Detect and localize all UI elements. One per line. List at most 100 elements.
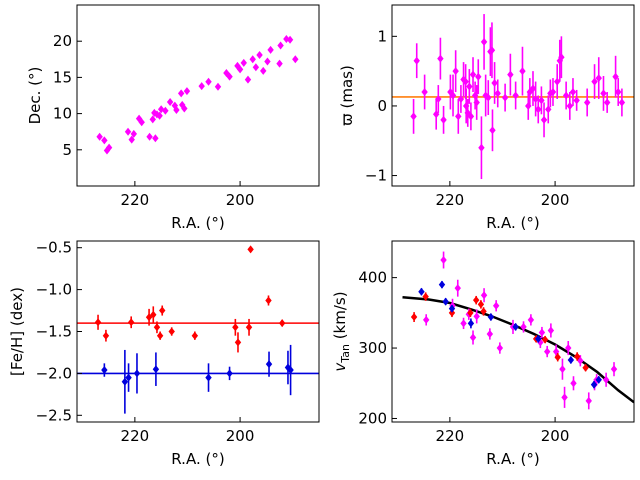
y-tick-label-2: 1 (377, 27, 387, 45)
data-point-blue-0 (418, 287, 425, 296)
data-point-blue-group-5 (205, 373, 212, 382)
data-point-parallax-6 (440, 115, 447, 124)
data-point-parallax-36 (526, 88, 534, 97)
data-point-blue-6 (512, 322, 519, 331)
data-point-parallax-25 (485, 93, 492, 102)
x-axis-label: R.A. (°) (171, 214, 224, 232)
data-point-stars-1 (101, 136, 108, 145)
data-point-parallax-29 (491, 78, 498, 87)
data-point-parallax-35 (525, 101, 532, 110)
data-point-blue-2 (442, 297, 449, 306)
data-point-stars-10 (149, 115, 156, 124)
panel-bottom-right: 220 200 200 300 400 R.A. (°) vTan (km/s) (331, 240, 635, 468)
data-point-blue-8 (567, 356, 575, 365)
data-point-stars-22 (181, 104, 188, 113)
panel-top-right: 220 200 −1 0 1 R.A. (°) ϖ (mas) (338, 4, 635, 232)
data-point-parallax-5 (437, 54, 444, 63)
axes-frame (76, 240, 320, 423)
data-point-parallax-8 (449, 91, 457, 100)
data-point-magenta-1 (440, 256, 447, 265)
x-axis-label: R.A. (°) (486, 214, 539, 232)
data-point-magenta-23 (570, 379, 577, 388)
data-point-parallax-39 (535, 105, 542, 114)
data-point-stars-34 (252, 63, 260, 72)
data-point-parallax-58 (615, 88, 622, 97)
data-point-magenta-25 (585, 396, 592, 405)
data-point-blue-1 (438, 280, 446, 289)
data-point-parallax-17 (467, 112, 475, 121)
y-tick-label-0: 5 (62, 141, 72, 159)
y-tick-label-0: −2.5 (36, 406, 72, 424)
data-point-red-group-4 (150, 310, 157, 319)
data-point-magenta-14 (527, 315, 535, 324)
data-point-stars-0 (96, 132, 103, 141)
x-tick-label-0: 220 (436, 427, 465, 445)
data-point-stars-17 (166, 98, 174, 107)
data-point-stars-24 (198, 82, 205, 91)
x-tick-label-0: 220 (121, 427, 150, 445)
data-point-parallax-1 (413, 56, 420, 65)
data-point-red-group-3 (145, 313, 153, 322)
data-point-parallax-47 (558, 53, 565, 62)
y-tick-label-0: −1 (365, 167, 387, 185)
axes-frame (391, 240, 635, 423)
data-point-parallax-54 (595, 74, 602, 83)
data-point-parallax-13 (462, 77, 469, 86)
data-point-parallax-40 (538, 96, 545, 105)
data-point-stars-19 (173, 105, 180, 114)
data-point-blue-7 (535, 334, 542, 343)
data-point-parallax-11 (457, 94, 465, 103)
data-point-parallax-48 (562, 91, 570, 100)
data-point-parallax-46 (556, 56, 564, 65)
data-point-parallax-53 (591, 77, 598, 86)
y-tick-label-1: 300 (358, 339, 387, 357)
data-point-red-4 (472, 296, 480, 305)
data-point-stars-6 (130, 129, 138, 138)
data-point-parallax-9 (452, 67, 459, 76)
data-point-stars-27 (223, 69, 230, 78)
data-point-blue-10 (595, 375, 602, 384)
data-point-parallax-2 (421, 88, 428, 97)
data-point-blue-group-9 (287, 366, 294, 375)
data-point-stars-43 (292, 55, 299, 64)
data-point-stars-23 (183, 87, 191, 96)
y-tick-label-2: −1.5 (36, 323, 72, 341)
data-point-stars-5 (128, 135, 135, 144)
y-tick-label-1: 0 (377, 97, 387, 115)
y-tick-label-4: −0.5 (36, 239, 72, 257)
data-point-red-2 (448, 308, 456, 317)
plot-area (402, 251, 634, 410)
data-point-red-0 (410, 313, 418, 322)
data-point-stars-9 (146, 132, 153, 141)
data-point-magenta-18 (547, 326, 555, 335)
x-tick-label-1: 200 (541, 427, 570, 445)
data-point-stars-25 (205, 77, 212, 86)
data-point-magenta-9 (486, 329, 494, 338)
data-point-stars-40 (277, 41, 284, 50)
data-point-magenta-29 (610, 365, 618, 374)
data-point-parallax-0 (410, 112, 417, 121)
data-point-red-group-0 (94, 318, 102, 327)
data-point-parallax-59 (618, 98, 626, 107)
data-point-stars-39 (276, 59, 283, 68)
data-point-red-group-15 (278, 319, 286, 328)
data-point-stars-3 (105, 143, 113, 152)
data-point-red-group-2 (127, 318, 135, 327)
data-point-stars-8 (138, 118, 145, 127)
data-point-magenta-16 (538, 328, 546, 337)
data-point-red-9 (554, 353, 561, 362)
data-point-stars-42 (286, 35, 294, 44)
panel-top-left: 220 200 5 10 15 20 R.A. (°) Dec. (°) (26, 4, 320, 232)
data-point-red-6 (480, 307, 487, 316)
x-tick-label-0: 220 (121, 191, 150, 209)
y-tick-label-3: 20 (53, 32, 72, 50)
data-point-parallax-27 (488, 46, 496, 55)
plot-area (96, 35, 299, 155)
data-point-red-group-12 (245, 323, 253, 332)
data-point-stars-18 (171, 101, 179, 110)
data-point-red-group-13 (247, 245, 254, 254)
data-point-magenta-28 (602, 375, 610, 384)
x-tick-label-1: 200 (226, 427, 255, 445)
data-point-stars-26 (214, 82, 222, 91)
